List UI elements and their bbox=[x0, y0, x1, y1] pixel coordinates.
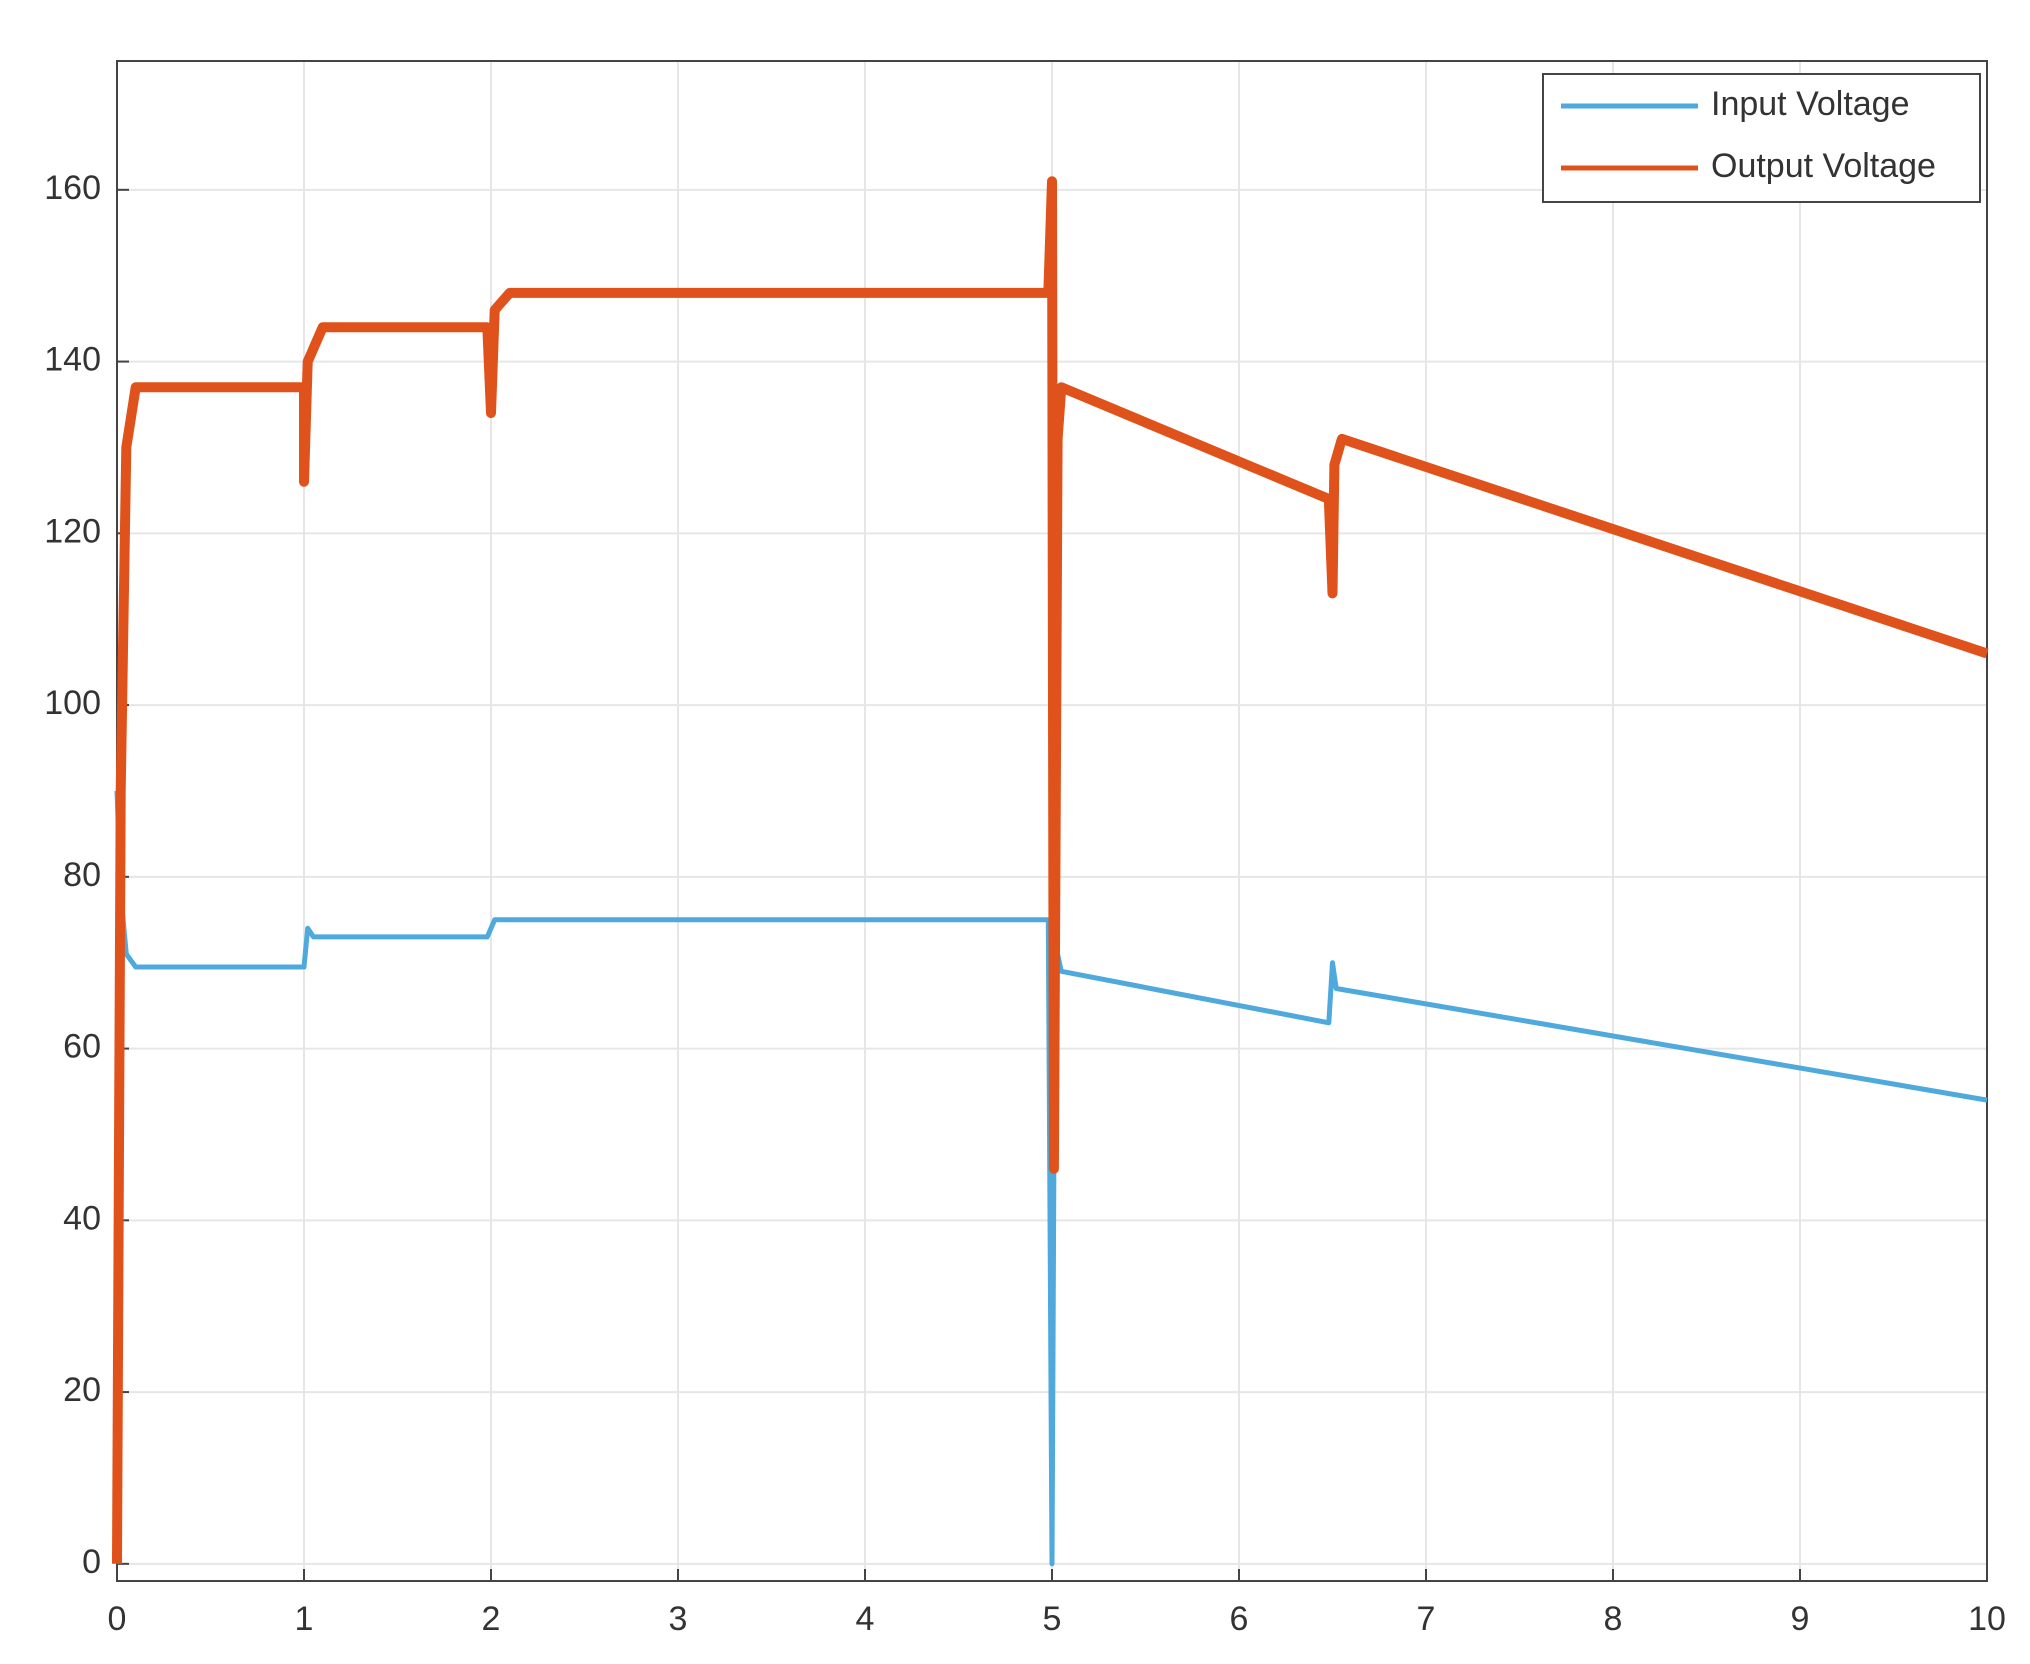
y-tick-label: 120 bbox=[44, 512, 101, 550]
y-tick-label: 160 bbox=[44, 169, 101, 207]
x-tick-label: 10 bbox=[1968, 1600, 2006, 1638]
legend-box bbox=[1542, 73, 1981, 203]
y-tick-label: 60 bbox=[63, 1028, 101, 1066]
x-tick-label: 8 bbox=[1604, 1600, 1623, 1638]
legend-label: Input Voltage bbox=[1711, 85, 1910, 123]
x-tick-label: 6 bbox=[1230, 1600, 1249, 1638]
x-tick-label: 2 bbox=[482, 1600, 501, 1638]
x-tick-label: 4 bbox=[856, 1600, 875, 1638]
x-tick-label: 5 bbox=[1043, 1600, 1062, 1638]
y-tick-label: 100 bbox=[44, 684, 101, 722]
y-tick-label: 40 bbox=[63, 1199, 101, 1237]
x-tick-label: 1 bbox=[295, 1600, 314, 1638]
x-tick-label: 3 bbox=[669, 1600, 688, 1638]
y-tick-label: 20 bbox=[63, 1371, 101, 1409]
y-tick-label: 0 bbox=[82, 1543, 101, 1581]
x-tick-label: 9 bbox=[1791, 1600, 1810, 1638]
x-tick-label: 0 bbox=[108, 1600, 127, 1638]
y-tick-label: 80 bbox=[63, 856, 101, 894]
y-tick-label: 140 bbox=[44, 341, 101, 379]
series-line bbox=[112, 176, 1989, 1564]
series-line bbox=[114, 790, 1988, 1567]
x-tick-label: 7 bbox=[1417, 1600, 1436, 1638]
legend-label: Output Voltage bbox=[1711, 147, 1936, 185]
